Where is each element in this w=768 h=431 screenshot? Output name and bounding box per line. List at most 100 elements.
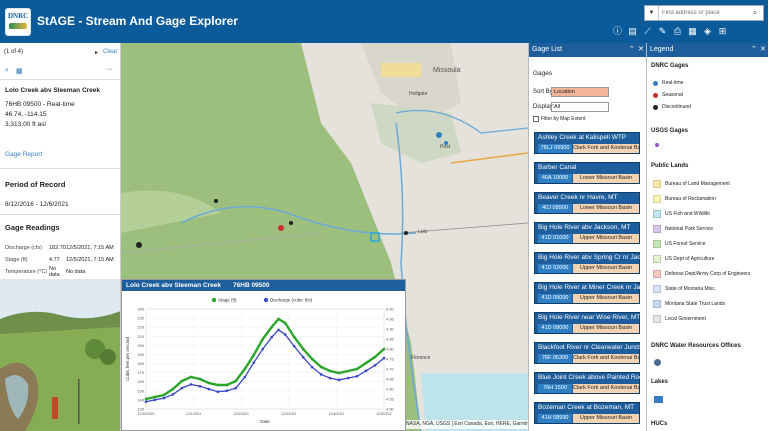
legend-land-label: Local Government	[665, 316, 706, 322]
hydrograph-gage-id: 76HB 09500	[233, 282, 270, 289]
grid-icon[interactable]: ⊞	[718, 26, 727, 36]
close-icon[interactable]: ✕	[760, 46, 766, 53]
stage-data-point	[337, 371, 341, 375]
gage-card-basin: Upper Missouri Basin	[573, 234, 639, 243]
reading-value: No data	[49, 266, 60, 278]
search-input[interactable]	[662, 8, 748, 18]
measure-icon[interactable]: ⟋	[644, 26, 651, 36]
legend-land-label: National Park Service	[665, 226, 714, 232]
display-select[interactable]: All	[551, 102, 609, 112]
y-tick-label: 130	[137, 407, 144, 412]
collapse-icon[interactable]: ⌃	[629, 46, 635, 53]
divider	[0, 79, 120, 80]
gage-card-name: Blackfoot River nr Clearwater Junction,	[538, 344, 640, 351]
legend-land-item: Local Government	[653, 315, 706, 323]
filter-extent-checkbox[interactable]: Filter by Map Extent	[533, 116, 585, 122]
sort-select[interactable]: Location	[551, 87, 609, 97]
gage-card[interactable]: Ashley Creek at Kalispell WTP 76LJ 09900 C…	[534, 132, 640, 154]
legend-hucs: HUCs	[651, 421, 668, 427]
gage-card[interactable]: Bozeman Creek at Bozeman, MT 41H 08990 Upp…	[534, 402, 640, 424]
print-icon[interactable]: ⎙	[673, 26, 682, 36]
gage-card-id: 41D 08000	[538, 324, 572, 333]
gage-card[interactable]: Barber Canal 40A 10000 Lower Missouri Basi…	[534, 162, 640, 184]
y-tick-label: 190	[137, 352, 144, 357]
legend-gage-item: Discontinued	[653, 104, 691, 110]
gage-card-name: Big Hole River abv Jackson, MT	[538, 224, 631, 231]
discharge-data-point	[364, 369, 368, 373]
popup-clear-button[interactable]: Clear	[103, 49, 118, 55]
reading-value: 4.77	[49, 257, 60, 263]
discharge-data-point	[292, 345, 296, 348]
basemap-icon[interactable]: ▦	[688, 26, 697, 36]
sort-label: Sort By:	[533, 89, 555, 95]
draw-icon[interactable]: ✎	[658, 26, 667, 36]
map-label-post: Post	[440, 144, 451, 150]
office-symbol-icon	[654, 359, 661, 366]
discharge-data-point	[373, 364, 377, 367]
site-photo	[0, 279, 120, 431]
y-tick-label: 220	[137, 325, 144, 330]
hydrograph-chart[interactable]: 130 140 150 160 170 180 190 200 210 220 230 240 4.50…	[122, 291, 405, 431]
checkbox-box[interactable]	[533, 116, 539, 122]
popup-next-button[interactable]: ▸	[95, 50, 99, 56]
collapse-icon[interactable]: ⌃	[751, 46, 757, 53]
discharge-data-point	[216, 390, 220, 393]
gage-card-name: Big Hole River abv Spring Cr nr Jackson,	[538, 254, 640, 261]
discharge-data-point	[153, 398, 157, 402]
reading-time: 12/5/2021, 7:15 AM	[66, 257, 114, 263]
discharge-data-point	[284, 333, 287, 336]
realtime-gage-marker	[436, 132, 442, 138]
hydrograph-title-bar: Lolo Creek abv Sleeman Creek 76HB 09500	[122, 280, 405, 291]
legend-gage-label: Real-time	[662, 80, 684, 86]
discharge-data-point	[180, 386, 184, 390]
land-swatch-icon	[653, 225, 661, 233]
map-label-lolo: Lolo	[418, 229, 428, 235]
x-tick-label: 12/2/2021	[233, 412, 249, 416]
stage-data-point	[364, 361, 368, 365]
details-icon[interactable]: ▤	[628, 26, 637, 36]
realtime-gage-marker	[444, 141, 448, 145]
info-icon[interactable]: ⓘ	[612, 26, 622, 36]
feature-popup-panel: (1 of 4) ▸ Clear ⌕ ▦ ··· Lolo Creek abv …	[0, 43, 121, 431]
gage-card[interactable]: Blackfoot River nr Clearwater Junction, 7…	[534, 342, 640, 364]
search-source-dropdown[interactable]: ▼	[645, 6, 659, 20]
gage-report-link[interactable]: Gage Report	[5, 151, 43, 158]
legend-land-label: US Fish and Wildlife	[665, 211, 711, 217]
gage-card[interactable]: Big Hole River abv Spring Cr nr Jackson,…	[534, 252, 640, 274]
stage-data-point	[207, 381, 211, 385]
discharge-data-point	[162, 396, 166, 400]
y2-tick-label: 4.70	[386, 367, 395, 372]
x-tick-label: 12/4/2021	[329, 412, 345, 416]
layers-icon[interactable]: ◈	[704, 26, 711, 36]
gage-card-id: 41D 05000	[538, 294, 572, 303]
search-icon[interactable]: ⌕	[752, 8, 758, 17]
legend-land-label: Defense Dept/Army Corp of Engineers	[665, 271, 751, 277]
discharge-data-point	[189, 383, 193, 386]
gage-card[interactable]: Big Hole River abv Jackson, MT 41D 01000 U…	[534, 222, 640, 244]
gage-card-name: Blue Joint Creek above Painted Rocks R	[538, 374, 640, 381]
table-icon[interactable]: ▦	[16, 68, 23, 75]
gage-card-id: 40A 10000	[538, 174, 572, 183]
land-swatch-icon	[653, 210, 661, 218]
discharge-data-point	[301, 355, 305, 359]
dnrc-logo: DNRC	[5, 8, 31, 36]
gage-card[interactable]: Big Hole River at Miner Creek nr Jackso 4…	[534, 282, 640, 304]
popup-more-button[interactable]: ···	[106, 66, 113, 73]
stage-data-point	[277, 317, 280, 321]
zoom-to-icon[interactable]: ⌕	[5, 67, 9, 74]
discharge-data-point	[337, 378, 341, 382]
gage-card[interactable]: Beaver Creek nr Havre, MT 40J 08900 Lower …	[534, 192, 640, 214]
legend-land-label: Montana State Trust Lands	[665, 301, 726, 307]
gage-card-name: Barber Canal	[538, 164, 577, 171]
period-value: 8/12/2016 - 12/6/2021	[5, 201, 69, 208]
discharge-data-point	[277, 328, 280, 332]
legend-land-item: US Dept of Agriculture	[653, 255, 714, 263]
discharge-data-point	[310, 365, 314, 369]
y2-tick-label: 4.80	[386, 347, 395, 352]
plot-area	[145, 308, 385, 410]
gage-card[interactable]: Big Hole River near Wise River, MT 41D 08…	[534, 312, 640, 334]
gage-card[interactable]: Blue Joint Creek above Painted Rocks R 76…	[534, 372, 640, 394]
close-icon[interactable]: ✕	[638, 46, 644, 53]
legend-land-label: State of Montana Misc.	[665, 286, 717, 292]
legend-header: Legend ⌃ ✕	[647, 43, 768, 57]
